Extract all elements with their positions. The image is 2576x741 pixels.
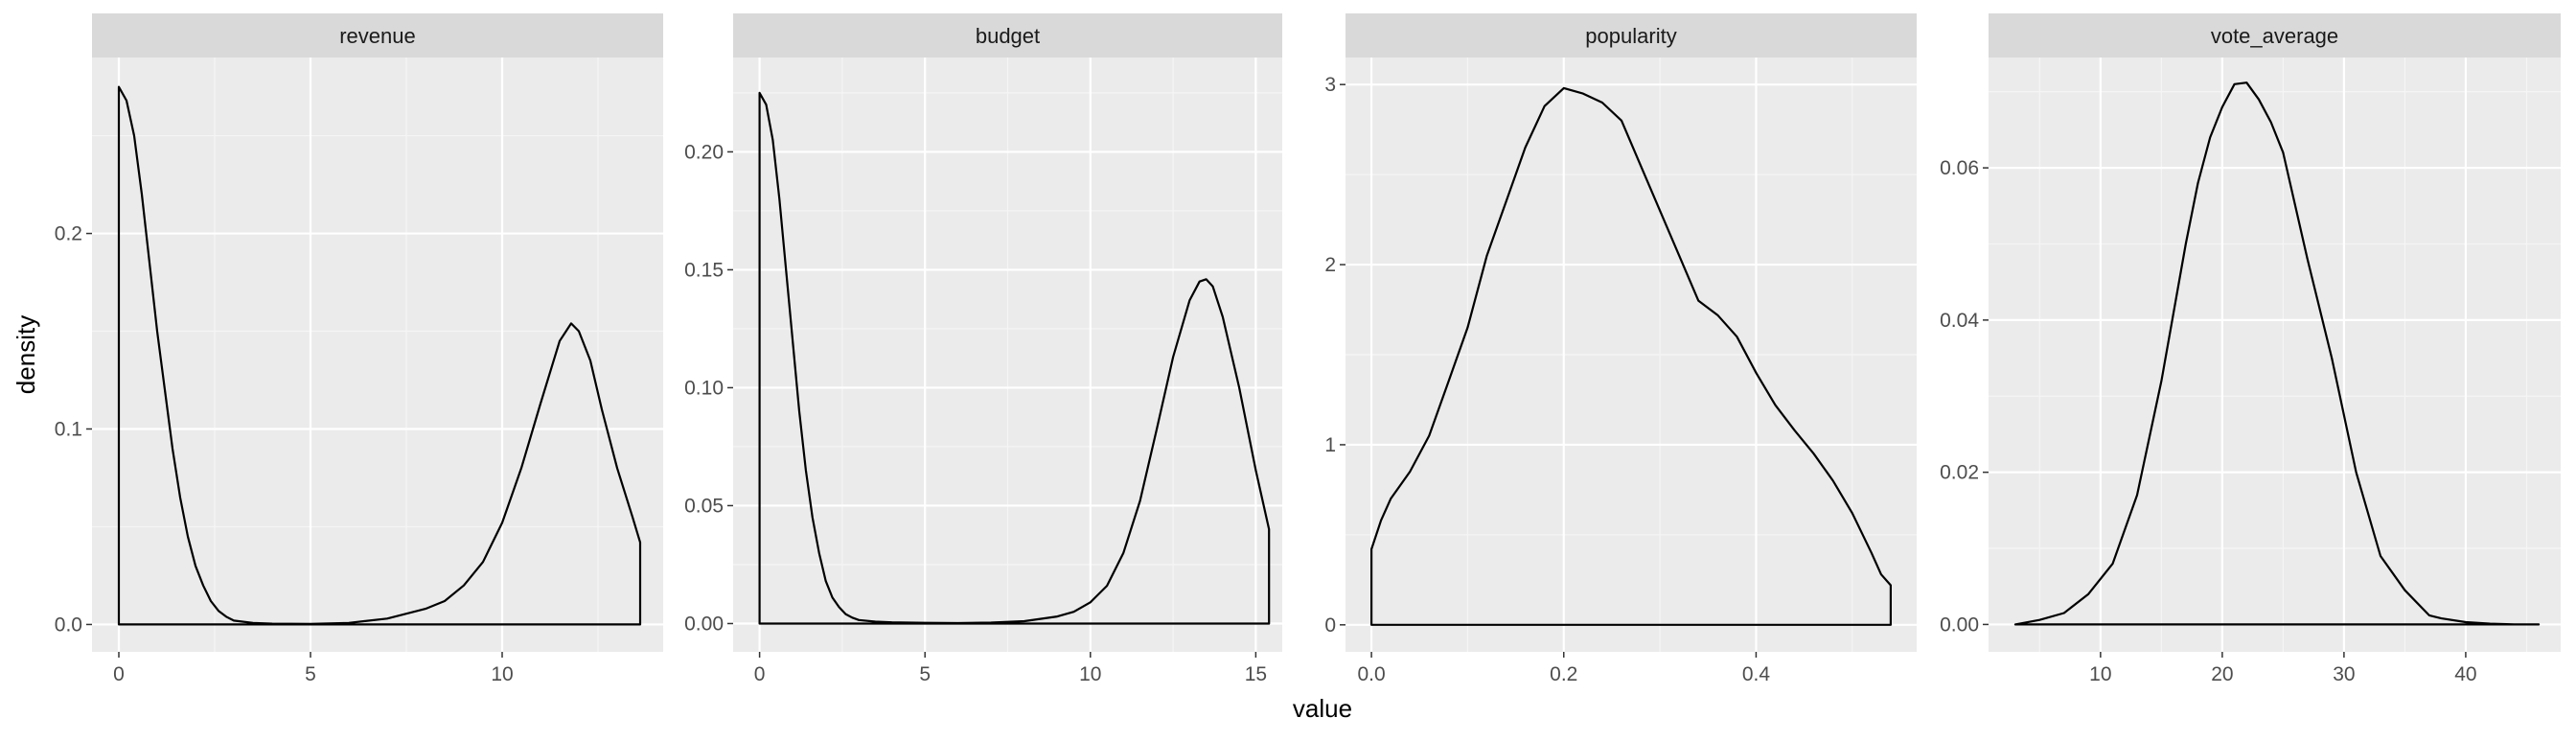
y-tick-label: 0.1 (55, 419, 82, 441)
facet-strip-label: budget (976, 24, 1040, 48)
y-tick-label: 0.02 (1940, 462, 1979, 484)
density-curve-popularity (1370, 86, 1892, 626)
x-axis-title: value (1293, 694, 1352, 723)
density-curve-revenue (117, 85, 642, 626)
y-axis-title: density (12, 315, 40, 394)
x-tick-label: 5 (305, 663, 316, 685)
x-tick-label: 15 (1245, 663, 1267, 685)
y-tick-label: 2 (1324, 254, 1336, 276)
y-tick-label: 0.10 (684, 377, 724, 399)
y-tick-label: 1 (1324, 434, 1336, 456)
facet-strip-label: popularity (1585, 24, 1676, 48)
y-tick-label: 0.00 (684, 613, 724, 635)
panel-vote_average: vote_average 10 20 30 40 0.00 0.02 0.04 0.06 (1940, 13, 2561, 685)
x-tick-label: 10 (1079, 663, 1101, 685)
x-tick-label: 40 (2454, 663, 2476, 685)
y-tick-label: 0.0 (55, 614, 82, 636)
x-tick-label: 10 (491, 663, 513, 685)
y-tick-label: 0 (1324, 614, 1336, 637)
panel-revenue: revenue 0 5 10 0.0 0.1 0.2 (55, 13, 663, 685)
x-tick-label: 30 (2333, 663, 2355, 685)
density-curve-budget (758, 91, 1271, 625)
panel-background (92, 58, 663, 652)
facet-strip (92, 13, 663, 58)
panel-popularity: popularity 0.0 0.2 0.4 0 1 2 3 (1324, 13, 1917, 685)
x-tick-label: 10 (2089, 663, 2111, 685)
x-tick-label: 0 (754, 663, 766, 685)
y-tick-label: 0.04 (1940, 310, 1979, 332)
panel-background (1989, 58, 2561, 652)
x-tick-label: 0.0 (1357, 663, 1385, 685)
facet-strip (733, 13, 1282, 58)
y-tick-label: 0.2 (55, 223, 82, 245)
facet-strip (1989, 13, 2561, 58)
x-tick-label: 0.4 (1742, 663, 1771, 685)
y-tick-label: 0.15 (684, 259, 724, 281)
facet-strip-label: vote_average (2211, 24, 2338, 48)
x-tick-label: 0.2 (1550, 663, 1577, 685)
y-tick-label: 0.00 (1940, 614, 1979, 636)
panel-budget: budget 0 5 10 15 0.00 0.05 0.10 0.15 0.20 (684, 13, 1282, 685)
y-tick-label: 0.06 (1940, 157, 1979, 179)
y-tick-label: 3 (1324, 74, 1336, 96)
x-tick-label: 0 (113, 663, 125, 685)
x-tick-label: 5 (919, 663, 931, 685)
density-curve-vote_average (2013, 81, 2541, 626)
x-tick-label: 20 (2211, 663, 2233, 685)
y-tick-label: 0.05 (684, 495, 724, 517)
y-tick-label: 0.20 (684, 141, 724, 163)
facet-strip (1346, 13, 1917, 58)
facet-strip-label: revenue (339, 24, 416, 48)
